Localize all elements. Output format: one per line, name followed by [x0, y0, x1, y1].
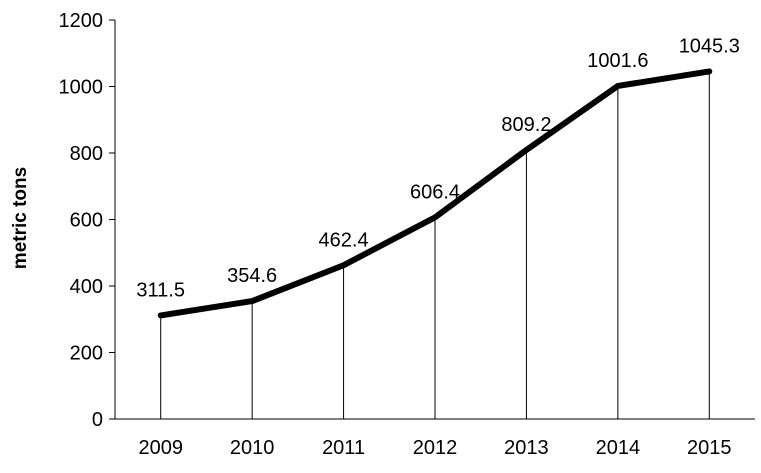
data-label: 809.2: [501, 114, 551, 136]
x-tick-label: 2010: [230, 437, 275, 459]
x-tick-label: 2014: [596, 437, 641, 459]
x-axis-ticks: 2009 2010 2011 2012 2013 2014 2015: [138, 437, 731, 459]
x-tick-label: 2011: [322, 437, 365, 459]
y-tick-label: 1200: [59, 10, 104, 32]
y-tick-label: 800: [70, 143, 103, 165]
y-tick-label: 200: [70, 343, 103, 365]
y-tick-label: 0: [92, 409, 103, 431]
x-tick-label: 2012: [413, 437, 458, 459]
data-label: 1001.6: [587, 50, 648, 72]
drop-lines: [160, 71, 710, 419]
x-tick-label: 2015: [687, 437, 732, 459]
data-label: 1045.3: [679, 35, 740, 57]
data-labels: 311.5 354.6 462.4 606.4 809.2 1001.6 1045.3: [136, 35, 739, 301]
data-label: 311.5: [136, 279, 185, 301]
y-tick-label: 1000: [59, 77, 104, 99]
y-axis-ticks: 0 200 400 600 800 1000 1200: [59, 10, 115, 431]
data-label: 462.4: [319, 229, 369, 251]
x-tick-label: 2009: [138, 437, 183, 459]
series-line: [157, 68, 713, 319]
x-tick-label: 2013: [504, 437, 549, 459]
y-tick-label: 400: [70, 276, 103, 298]
y-axis-label: metric tons: [10, 167, 31, 269]
y-tick-label: 600: [70, 210, 103, 232]
data-label: 606.4: [410, 181, 460, 203]
data-label: 354.6: [227, 265, 277, 287]
